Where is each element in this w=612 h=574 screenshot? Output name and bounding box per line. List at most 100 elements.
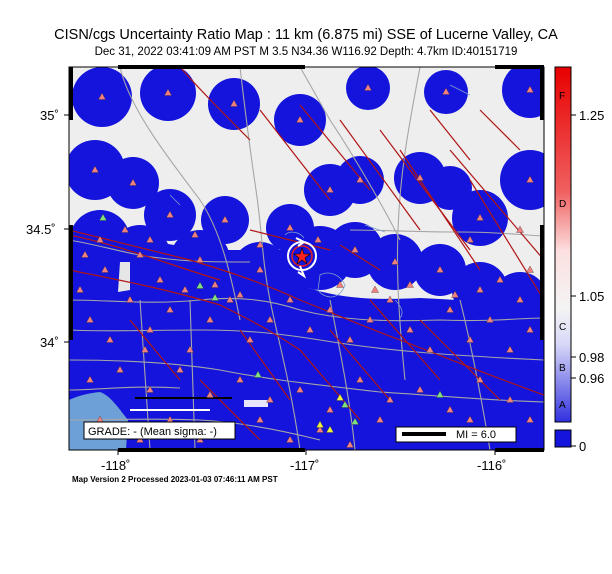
station-triangle-icon [426, 345, 434, 353]
station-triangle-icon [146, 235, 154, 243]
epicenter-star-icon [287, 237, 317, 279]
colorbar: F D C B A 1.25 1.05 0.98 0.96 0 [554, 66, 604, 454]
station-triangle-icon [314, 235, 322, 243]
station-triangle-icon [256, 240, 264, 248]
colorbar-letter: D [559, 199, 566, 210]
station-triangle-icon [446, 305, 454, 313]
station-triangle-icon [436, 390, 444, 398]
stations [76, 83, 534, 448]
station-triangle-icon [341, 400, 349, 408]
station-triangle-icon [306, 325, 314, 333]
station-triangle-icon [326, 185, 334, 193]
station-triangle-icon [391, 257, 399, 265]
colorbar-value: 0.96 [579, 371, 604, 386]
station-triangle-icon [206, 390, 214, 398]
station-triangle-icon [101, 265, 109, 273]
station-triangle-icon [86, 375, 94, 383]
station-triangle-icon [99, 213, 107, 221]
station-triangle-icon [230, 99, 238, 107]
station-triangle-icon [486, 315, 494, 323]
station-triangle-icon [526, 415, 534, 423]
station-triangle-icon [371, 285, 379, 293]
station-triangle-icon [166, 305, 174, 313]
station-triangle-icon [406, 325, 414, 333]
station-triangle-icon [416, 173, 424, 181]
station-triangle-icon [246, 335, 254, 343]
station-triangle-icon [526, 325, 534, 333]
station-triangle-icon [146, 385, 154, 393]
station-triangle-icon [129, 178, 137, 186]
station-triangle-icon [166, 210, 174, 218]
station-triangle-icon [451, 290, 459, 298]
station-triangle-icon [526, 85, 534, 93]
station-triangle-icon [136, 250, 144, 258]
station-triangle-icon [356, 175, 364, 183]
station-triangle-icon [106, 335, 114, 343]
station-triangle-icon [476, 213, 484, 221]
lat-label: 35˚ [40, 108, 59, 123]
station-triangle-icon [121, 225, 129, 233]
station-triangle-icon [376, 415, 384, 423]
colorbar-letter: F [559, 91, 565, 102]
station-triangle-icon [466, 335, 474, 343]
station-triangle-icon [286, 223, 294, 231]
station-triangle-icon [316, 425, 324, 433]
station-triangle-icon [351, 417, 359, 425]
station-triangle-icon [146, 325, 154, 333]
station-triangle-icon [286, 435, 294, 443]
station-triangle-icon [96, 235, 104, 243]
station-triangle-icon [356, 375, 364, 383]
station-triangle-icon [256, 415, 264, 423]
station-triangle-icon [386, 295, 394, 303]
colorbar-letter: A [559, 400, 566, 411]
map-frame [69, 65, 544, 452]
station-triangle-icon [181, 285, 189, 293]
station-triangle-icon [496, 275, 504, 283]
station-triangle-icon [176, 365, 184, 373]
lat-label: 34˚ [40, 335, 59, 350]
station-triangle-icon [466, 235, 474, 243]
station-triangle-icon [416, 385, 424, 393]
station-triangle-icon [86, 315, 94, 323]
station-triangle-icon [476, 285, 484, 293]
station-triangle-icon [254, 370, 262, 378]
station-triangle-icon [336, 280, 344, 288]
station-triangle-icon [98, 92, 106, 100]
station-triangle-icon [91, 165, 99, 173]
station-triangle-icon [191, 230, 199, 238]
grade-box: GRADE: - (Mean sigma: -) [83, 421, 236, 440]
light-patch [244, 400, 268, 407]
station-triangle-icon [206, 315, 214, 323]
station-triangle-icon [516, 225, 524, 233]
station-triangle-icon [81, 250, 89, 258]
station-triangle-icon [296, 385, 304, 393]
roads [69, 67, 544, 450]
station-triangle-icon [141, 345, 149, 353]
station-triangle-icon [256, 265, 264, 273]
station-triangle-icon [446, 405, 454, 413]
station-triangle-icon [351, 245, 359, 253]
station-triangle-icon [211, 280, 219, 288]
station-triangle-icon [221, 215, 229, 223]
map-subtitle: Dec 31, 2022 03:41:09 AM PST M 3.5 N34.3… [94, 46, 518, 58]
colorbar-value: 1.05 [579, 289, 604, 304]
station-triangle-icon [126, 295, 134, 303]
colorbar-value: 1.25 [579, 108, 604, 123]
station-triangle-icon [316, 420, 324, 428]
station-triangle-icon [226, 295, 234, 303]
lon-label: -116˚ [477, 458, 506, 473]
station-triangle-icon [266, 395, 274, 403]
station-triangle-icon [406, 280, 414, 288]
station-triangle-icon [366, 315, 374, 323]
station-triangle-icon [266, 315, 274, 323]
station-triangle-icon [476, 375, 484, 383]
station-triangle-icon [326, 405, 334, 413]
colorbar-value: 0.98 [579, 350, 604, 365]
station-triangle-icon [364, 83, 372, 91]
station-triangle-icon [442, 87, 450, 95]
grade-text: GRADE: - (Mean sigma: -) [88, 426, 217, 438]
station-triangle-icon [186, 345, 194, 353]
scale-box: MI = 6.0 [395, 426, 517, 443]
